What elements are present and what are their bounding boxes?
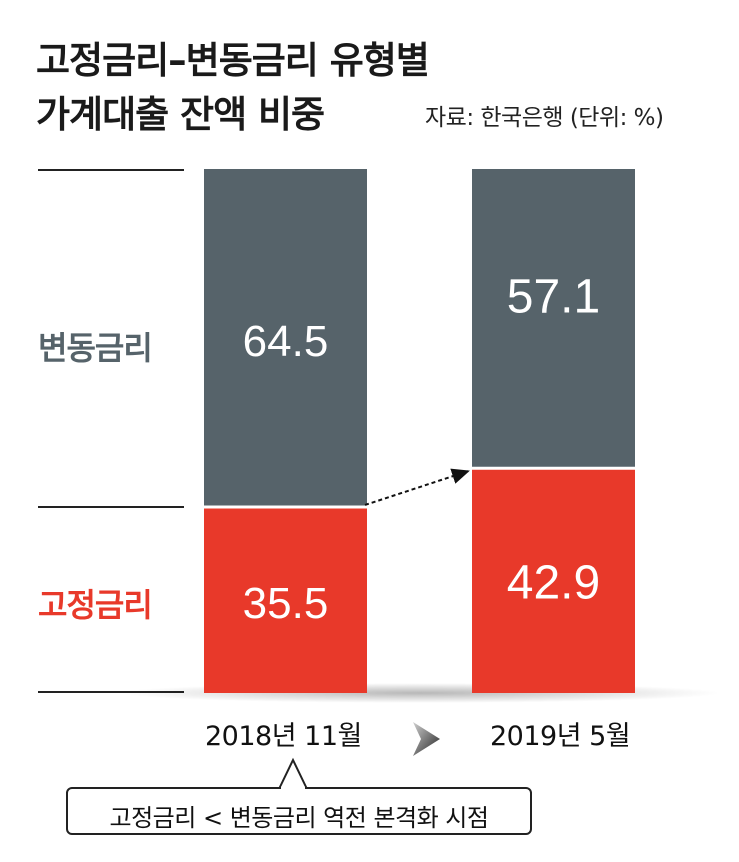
- source-note: 자료: 한국은행 (단위: %): [425, 105, 664, 131]
- x-tick-label-2018-11: 2018년 11월: [205, 721, 362, 752]
- data-label-variable-1: 57.1: [507, 271, 600, 324]
- data-label-fixed-1: 42.9: [507, 557, 600, 610]
- data-label-variable-0: 64.5: [243, 317, 329, 366]
- bar-variable-0: [204, 169, 367, 507]
- reference-line-top: [38, 169, 184, 171]
- reference-line-middle: [38, 506, 184, 508]
- reference-line-bottom: [38, 691, 184, 693]
- series-label-fixed: 고정금리: [38, 586, 153, 624]
- data-label-fixed-0: 35.5: [243, 579, 329, 628]
- bar-fixed-1: [472, 468, 635, 693]
- bar-variable-1: [472, 169, 635, 469]
- x-tick-label-2019-05: 2019년 5월: [490, 721, 631, 752]
- series-label-variable: 변동금리: [38, 329, 153, 367]
- chart-title-line2: 가계대출 잔액 비중: [36, 93, 325, 136]
- callout-text: 고정금리 < 변동금리 역전 본격화 시점: [109, 804, 489, 832]
- play-triangle-icon: [413, 722, 440, 756]
- chart-title-line1: 고정금리–변동금리 유형별: [36, 39, 430, 82]
- trend-arrow: [364, 468, 470, 506]
- callout-box: 고정금리 < 변동금리 역전 본격화 시점: [66, 787, 532, 835]
- bar-fixed-0: [204, 506, 367, 693]
